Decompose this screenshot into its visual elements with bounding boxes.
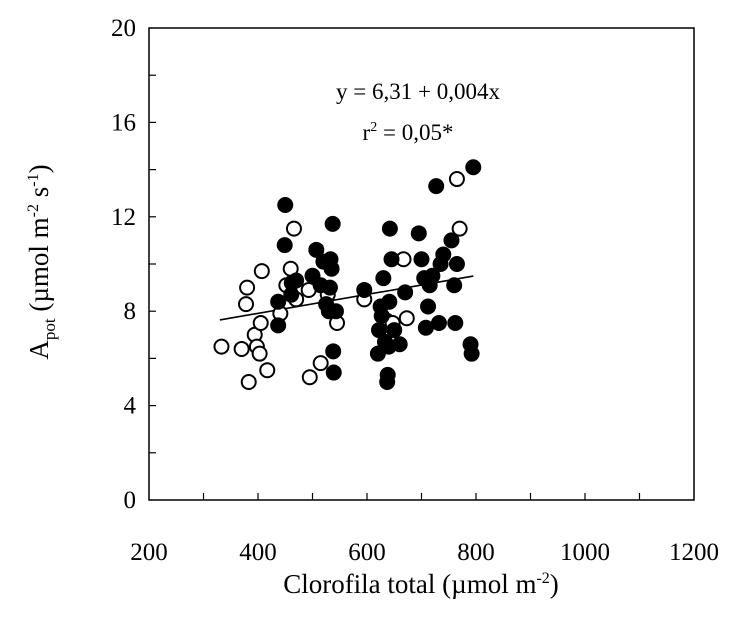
- filled-data-point: [381, 220, 398, 237]
- open-data-point: [312, 355, 329, 372]
- filled-data-point: [270, 317, 287, 334]
- open-data-point: [398, 310, 415, 327]
- open-data-point: [238, 296, 255, 313]
- filled-data-point: [324, 215, 341, 232]
- filled-data-point: [383, 251, 400, 268]
- filled-data-point: [356, 281, 373, 298]
- y-tick-label: 8: [124, 298, 137, 325]
- equation-annotation: y = 6,31 + 0,004x: [336, 79, 500, 104]
- y-tick-label: 0: [124, 487, 137, 514]
- y-tick-label: 20: [111, 15, 136, 42]
- open-data-point: [253, 263, 270, 280]
- filled-data-point: [463, 345, 480, 362]
- filled-data-point: [327, 303, 344, 320]
- filled-data-point: [417, 319, 434, 336]
- open-data-point: [301, 369, 318, 386]
- x-tick-label: 400: [239, 539, 277, 566]
- open-data-point: [213, 338, 230, 355]
- filled-data-point: [443, 232, 460, 249]
- x-axis-title: Clorofila total (µmol m-2): [283, 569, 559, 599]
- filled-data-point: [277, 197, 294, 213]
- data-points: [213, 159, 482, 390]
- x-tick-labels: 200 400 600 800 1000 1200: [130, 539, 719, 566]
- filled-data-point: [420, 298, 437, 315]
- filled-data-point: [369, 345, 386, 362]
- open-data-point: [239, 279, 256, 296]
- y-tick-label: 4: [124, 393, 137, 420]
- open-data-point: [259, 362, 276, 379]
- open-data-point: [448, 171, 465, 188]
- open-data-point: [451, 220, 468, 237]
- filled-data-point: [323, 260, 340, 277]
- filled-data-point: [288, 272, 305, 289]
- x-tick-label: 800: [457, 539, 495, 566]
- filled-data-point: [325, 364, 342, 381]
- open-data-point: [233, 340, 250, 357]
- filled-data-point: [276, 237, 293, 254]
- filled-data-point: [413, 251, 430, 268]
- x-tick-label: 200: [130, 539, 168, 566]
- filled-data-point: [410, 225, 427, 242]
- filled-data-point: [448, 256, 465, 272]
- x-tick-label: 1200: [669, 539, 719, 566]
- filled-data-point: [321, 279, 338, 296]
- open-data-point: [285, 220, 302, 237]
- filled-data-point: [430, 315, 447, 331]
- filled-data-point: [446, 277, 463, 294]
- filled-data-point: [270, 293, 287, 310]
- axis-ticks: [149, 74, 641, 500]
- x-tick-label: 600: [348, 539, 386, 566]
- filled-data-point: [391, 336, 408, 353]
- filled-data-point: [375, 270, 392, 287]
- filled-data-point: [465, 159, 482, 176]
- filled-data-point: [308, 241, 325, 258]
- open-data-point: [240, 374, 257, 390]
- open-data-point: [252, 315, 269, 331]
- filled-data-point: [428, 178, 445, 195]
- filled-data-point: [397, 284, 414, 301]
- filled-data-point: [373, 307, 390, 324]
- filled-data-point: [381, 293, 398, 310]
- open-data-point: [251, 345, 268, 362]
- filled-data-point: [325, 343, 342, 360]
- r-squared-annotation: r2 = 0,05*: [363, 120, 454, 145]
- y-tick-label: 16: [111, 109, 136, 136]
- filled-data-point: [379, 366, 396, 383]
- x-tick-label: 1000: [560, 539, 610, 566]
- y-tick-labels: 0 4 8 12 16 20: [111, 15, 137, 514]
- y-axis-title: Apot (µmol m-2 s-1): [24, 164, 59, 359]
- filled-data-point: [424, 267, 441, 284]
- filled-data-point: [386, 322, 403, 339]
- filled-data-point: [447, 315, 464, 331]
- y-tick-label: 12: [111, 204, 136, 231]
- filled-data-point: [435, 246, 452, 263]
